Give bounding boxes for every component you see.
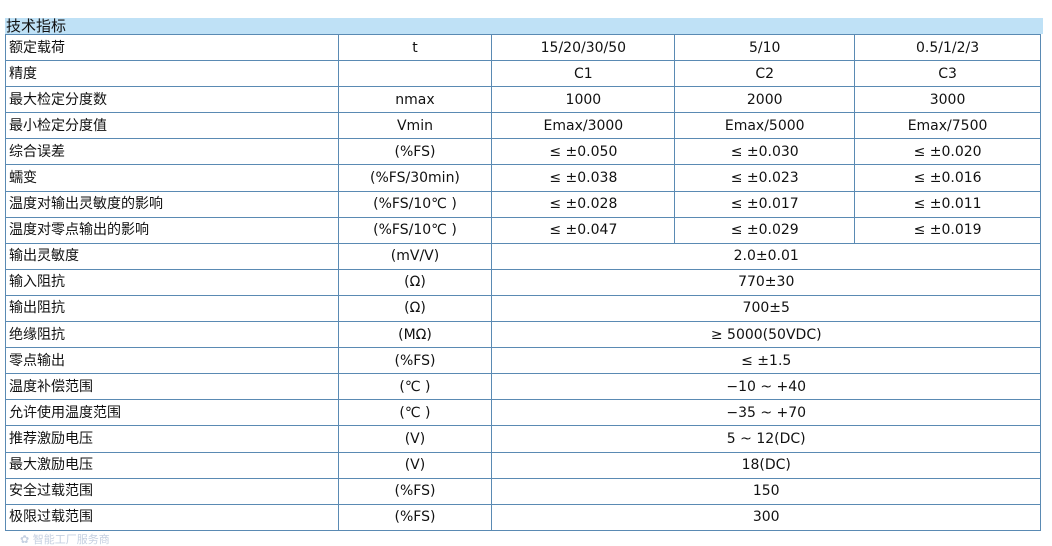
param-unit: (V) — [337, 425, 493, 453]
param-value: C1 — [491, 60, 676, 88]
param-value: 700±5 — [491, 294, 1041, 323]
param-name: 绝缘阻抗 — [5, 321, 339, 349]
param-name: 零点输出 — [5, 347, 339, 375]
param-value: 5 ~ 12(DC) — [491, 425, 1041, 453]
param-value: 770±30 — [491, 268, 1041, 296]
param-name: 综合误差 — [5, 138, 339, 166]
param-unit: t — [337, 33, 493, 62]
spec-table: 额定载荷 t 15/20/30/50 5/10 0.5/1/2/3 精度 C1 C2 C3 最大检… — [5, 33, 1041, 531]
param-name: 输入阻抗 — [5, 268, 339, 296]
param-value: 1000 — [491, 86, 676, 114]
param-name: 温度对输出灵敏度的影响 — [5, 190, 339, 218]
param-name: 输出阻抗 — [5, 294, 339, 323]
table-row: 温度对输出灵敏度的影响 (%FS/10℃ ) ≤ ±0.028 ≤ ±0.017 ≤ ±… — [5, 190, 1041, 218]
param-value: 300 — [491, 503, 1041, 531]
param-unit: (V) — [337, 451, 493, 479]
param-unit: (MΩ) — [337, 321, 493, 349]
param-value: C3 — [854, 60, 1041, 88]
param-unit: (%FS/10℃ ) — [337, 216, 493, 244]
section-title: 技术指标 — [5, 18, 1043, 34]
param-name: 最大检定分度数 — [5, 86, 339, 114]
param-unit: Vmin — [337, 112, 493, 140]
param-name: 推荐激励电压 — [5, 425, 339, 453]
param-value: ≤ ±0.017 — [674, 190, 856, 218]
param-name: 输出灵敏度 — [5, 242, 339, 270]
param-value: 2.0±0.01 — [491, 242, 1041, 270]
table-row: 极限过载范围 (%FS) 300 — [5, 503, 1041, 531]
param-value: 2000 — [674, 86, 856, 114]
param-value: ≤ ±0.016 — [854, 164, 1041, 192]
param-value: 0.5/1/2/3 — [854, 33, 1041, 62]
param-unit: (%FS) — [337, 138, 493, 166]
param-value: ≤ ±0.011 — [854, 190, 1041, 218]
param-unit: (Ω) — [337, 268, 493, 296]
table-row: 温度补偿范围 (℃ ) −10 ~ +40 — [5, 373, 1041, 401]
table-row: 最小检定分度值 Vmin Emax/3000 Emax/5000 Emax/7500 — [5, 112, 1041, 140]
param-value: Emax/3000 — [491, 112, 676, 140]
table-row: 综合误差 (%FS) ≤ ±0.050 ≤ ±0.030 ≤ ±0.020 — [5, 138, 1041, 166]
param-name: 额定载荷 — [5, 33, 339, 62]
param-value: −10 ~ +40 — [491, 373, 1041, 401]
watermark-logo: ✿ 智能工厂服务商 — [20, 533, 110, 546]
param-name: 最大激励电压 — [5, 451, 339, 479]
param-name: 允许使用温度范围 — [5, 399, 339, 427]
table-row: 允许使用温度范围 (℃ ) −35 ~ +70 — [5, 399, 1041, 427]
param-name: 精度 — [5, 60, 339, 88]
table-row: 精度 C1 C2 C3 — [5, 60, 1041, 88]
table-row: 蠕变 (%FS/30min) ≤ ±0.038 ≤ ±0.023 ≤ ±0.016 — [5, 164, 1041, 192]
table-row: 输出阻抗 (Ω) 700±5 — [5, 294, 1041, 323]
param-unit: (%FS/10℃ ) — [337, 190, 493, 218]
table-row: 输出灵敏度 (mV/V) 2.0±0.01 — [5, 242, 1041, 270]
param-value: 18(DC) — [491, 451, 1041, 479]
table-row: 最大激励电压 (V) 18(DC) — [5, 451, 1041, 479]
param-name: 最小检定分度值 — [5, 112, 339, 140]
param-name: 温度补偿范围 — [5, 373, 339, 401]
param-value: ≤ ±0.047 — [491, 216, 676, 244]
param-value: −35 ~ +70 — [491, 399, 1041, 427]
param-value: ≤ ±1.5 — [491, 347, 1041, 375]
param-value: 150 — [491, 477, 1041, 505]
param-name: 蠕变 — [5, 164, 339, 192]
param-value: ≤ ±0.019 — [854, 216, 1041, 244]
param-value: 3000 — [854, 86, 1041, 114]
param-value: Emax/7500 — [854, 112, 1041, 140]
param-value: ≥ 5000(50VDC) — [491, 321, 1041, 349]
watermark-text: 智能工厂服务商 — [32, 533, 110, 546]
param-value: ≤ ±0.020 — [854, 138, 1041, 166]
table-row: 额定载荷 t 15/20/30/50 5/10 0.5/1/2/3 — [5, 33, 1041, 62]
param-value: C2 — [674, 60, 856, 88]
table-row: 输入阻抗 (Ω) 770±30 — [5, 268, 1041, 296]
param-value: ≤ ±0.028 — [491, 190, 676, 218]
param-value: Emax/5000 — [674, 112, 856, 140]
table-row: 推荐激励电压 (V) 5 ~ 12(DC) — [5, 425, 1041, 453]
param-unit — [337, 60, 493, 88]
param-unit: (Ω) — [337, 294, 493, 323]
param-unit: (℃ ) — [337, 373, 493, 401]
param-unit: (mV/V) — [337, 242, 493, 270]
table-row: 零点输出 (%FS) ≤ ±1.5 — [5, 347, 1041, 375]
param-unit: (%FS) — [337, 477, 493, 505]
param-value: ≤ ±0.029 — [674, 216, 856, 244]
table-row: 安全过载范围 (%FS) 150 — [5, 477, 1041, 505]
param-unit: (%FS/30min) — [337, 164, 493, 192]
spec-table-body: 额定载荷 t 15/20/30/50 5/10 0.5/1/2/3 精度 C1 C2 C3 最大检… — [5, 33, 1041, 531]
param-value: 15/20/30/50 — [491, 33, 676, 62]
table-row: 绝缘阻抗 (MΩ) ≥ 5000(50VDC) — [5, 321, 1041, 349]
param-unit: (%FS) — [337, 503, 493, 531]
param-name: 极限过载范围 — [5, 503, 339, 531]
param-unit: (%FS) — [337, 347, 493, 375]
param-unit: nmax — [337, 86, 493, 114]
param-value: ≤ ±0.023 — [674, 164, 856, 192]
table-row: 温度对零点输出的影响 (%FS/10℃ ) ≤ ±0.047 ≤ ±0.029 ≤ ±0… — [5, 216, 1041, 244]
param-unit: (℃ ) — [337, 399, 493, 427]
param-value: 5/10 — [674, 33, 856, 62]
table-row: 最大检定分度数 nmax 1000 2000 3000 — [5, 86, 1041, 114]
param-name: 温度对零点输出的影响 — [5, 216, 339, 244]
param-value: ≤ ±0.030 — [674, 138, 856, 166]
param-value: ≤ ±0.050 — [491, 138, 676, 166]
param-value: ≤ ±0.038 — [491, 164, 676, 192]
watermark-flower-icon: ✿ — [20, 533, 33, 546]
param-name: 安全过载范围 — [5, 477, 339, 505]
